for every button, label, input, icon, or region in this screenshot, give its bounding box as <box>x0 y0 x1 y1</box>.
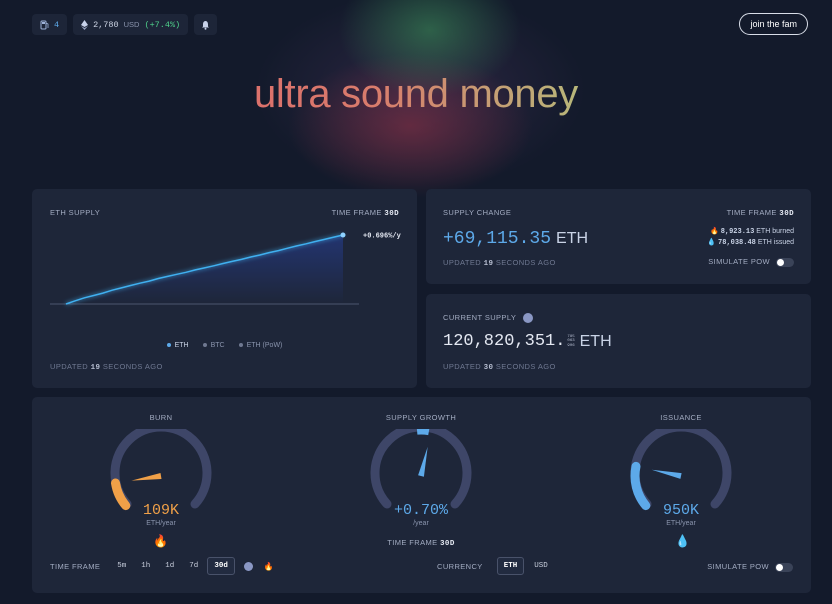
issuance-gauge-track <box>630 429 732 509</box>
currency-usd[interactable]: USD <box>534 562 548 570</box>
eth-supply-end-point[interactable] <box>340 232 346 238</box>
gas-pump-icon <box>40 20 49 29</box>
bottom-simulate-pow-toggle[interactable] <box>775 562 793 572</box>
currency-selector: CURRENCY ETH USD <box>437 557 554 575</box>
hero-word: money <box>459 72 579 116</box>
hero-word: sound <box>341 72 449 116</box>
gauges-card: BURN 109K ETH/year 🔥 SUPPLY GROWTH +0.70… <box>32 397 811 593</box>
issuance-value: 950K <box>662 502 699 519</box>
legend-item-eth-pow[interactable]: ETH (PoW) <box>238 342 282 349</box>
droplet-icon: 💧 <box>675 534 690 548</box>
supply-decimals: 785 063 906 <box>567 334 575 348</box>
gas-price-pill[interactable]: 4 <box>32 14 68 35</box>
legend-item-eth[interactable]: ETH <box>166 342 189 349</box>
supply-growth-gauge-fill <box>416 429 430 436</box>
currency-label: CURRENCY <box>437 561 483 571</box>
eth-supply-line <box>65 234 344 305</box>
join-the-fam-button[interactable]: join the fam <box>739 13 808 35</box>
eth-price-pill[interactable]: 2,780 USD (+7.4%) <box>73 14 189 35</box>
eth-price-value: 2,780 <box>93 19 119 30</box>
fire-icon: 🔥 <box>710 228 719 235</box>
fire-icon: 🔥 <box>153 534 168 548</box>
issuance-gauge-fill <box>630 461 651 511</box>
hero-title: ultra sound money <box>0 72 832 117</box>
burn-gauge <box>110 429 212 511</box>
current-supply-value: 120,820,351. 785 063 906 ETH <box>443 332 612 351</box>
eth-supply-timeframe: TIME FRAME 30d <box>332 208 399 218</box>
timeframe-5m[interactable]: 5m <box>117 562 127 570</box>
ultrasound-badge-icon <box>522 313 533 324</box>
legend-item-btc[interactable]: BTC <box>202 342 225 349</box>
bell-icon <box>202 20 210 30</box>
current-supply-card: CURRENT SUPPLY 120,820,351. 785 063 906 … <box>426 294 811 388</box>
timeframe-selector: TIME FRAME 5m 1h 1d 7d 30d 🔥 <box>50 557 274 575</box>
burn-gauge-fill <box>111 478 131 511</box>
bottom-simulate-pow-row: SIMULATE PoW <box>707 562 793 572</box>
eth-supply-chart: +0.696%/y <box>50 232 402 305</box>
issuance-gauge-needle <box>651 469 682 479</box>
supply-change-timeframe: TIME FRAME 30d <box>726 208 794 218</box>
timeframe-30d[interactable]: 30d <box>207 557 235 575</box>
supply-change-card: SUPPLY CHANGE TIME FRAME 30d +69,115.35 … <box>426 189 811 284</box>
timeframe-label: TIME FRAME <box>331 208 382 217</box>
timeframe-1d[interactable]: 1d <box>165 562 175 570</box>
eth-supply-title: ETH SUPPLY <box>50 208 101 217</box>
issued-row: 💧 78,038.48 ETH issued <box>707 239 794 247</box>
issuance-gauge-title: ISSUANCE <box>660 413 702 422</box>
gas-price-value: 4 <box>54 19 60 30</box>
current-supply-updated: UPDATED 30 SECONDS AGO <box>443 362 556 372</box>
droplet-icon: 💧 <box>707 239 717 246</box>
currency-eth[interactable]: ETH <box>496 557 525 575</box>
burn-gauge-needle <box>131 473 162 481</box>
eth-supply-rate-label: +0.696%/y <box>363 233 402 241</box>
burn-value: 109K <box>142 502 179 519</box>
simulate-pow-toggle[interactable] <box>776 257 794 267</box>
eth-price-unit: USD <box>123 20 140 29</box>
since-burn-icon[interactable]: 🔥 <box>263 561 274 571</box>
burn-gauge-track <box>110 429 212 509</box>
supply-growth-unit: /year <box>413 520 429 527</box>
timeframe-selector-label: TIME FRAME <box>50 561 101 571</box>
supply-growth-gauge <box>370 429 472 509</box>
timeframe-1h[interactable]: 1h <box>141 562 151 570</box>
supply-change-value: +69,115.35 ETH <box>443 229 589 249</box>
supply-growth-gauge-track <box>370 429 472 509</box>
supply-growth-gauge-needle <box>418 446 428 477</box>
supply-change-updated: UPDATED 19 SECONDS AGO <box>443 258 556 268</box>
chart-legend: ETH BTC ETH (PoW) <box>32 342 417 349</box>
supply-growth-timeframe: TIME FRAME 30d <box>387 538 455 548</box>
notifications-button[interactable] <box>194 14 218 35</box>
hero-word: ultra <box>253 72 331 116</box>
issuance-gauge <box>630 429 732 511</box>
timeframe-value: 30d <box>384 210 399 218</box>
issuance-unit: ETH/year <box>666 520 696 527</box>
since-merge-icon[interactable] <box>243 561 253 571</box>
eth-price-change: (+7.4%) <box>144 19 181 30</box>
eth-supply-updated: UPDATED 19 SECONDS AGO <box>50 362 163 372</box>
current-supply-title: CURRENT SUPPLY <box>443 313 533 324</box>
top-bar: 4 2,780 USD (+7.4%) <box>32 14 218 35</box>
burn-unit: ETH/year <box>146 520 176 527</box>
burned-row: 🔥 8,923.13 ETH burned <box>710 228 794 236</box>
timeframe-7d[interactable]: 7d <box>189 562 199 570</box>
supply-growth-value: +0.70% <box>393 502 448 519</box>
supply-growth-title: SUPPLY GROWTH <box>385 413 457 422</box>
eth-supply-card: ETH SUPPLY TIME FRAME 30d +0.696%/y ETH … <box>32 189 417 388</box>
eth-diamond-icon <box>81 19 89 30</box>
simulate-pow-toggle-row: SIMULATE PoW <box>708 257 794 267</box>
supply-change-title: SUPPLY CHANGE <box>443 208 512 217</box>
burn-gauge-title: BURN <box>149 413 173 422</box>
